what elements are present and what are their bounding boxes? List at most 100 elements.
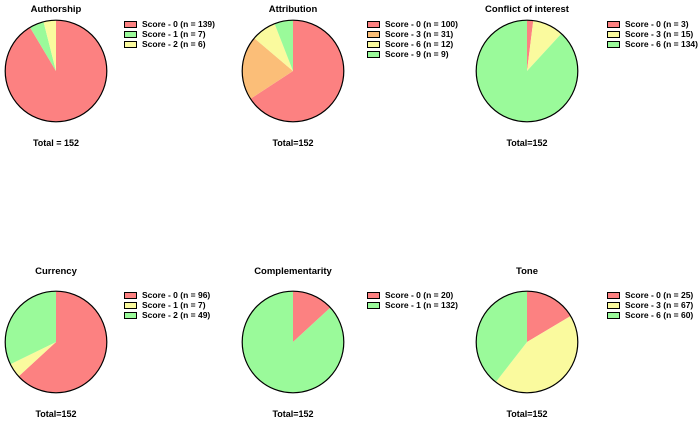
legend-label: Score - 6 (n = 134)	[625, 39, 698, 49]
legend-swatch	[607, 40, 620, 48]
pie-slice	[274, 20, 293, 71]
legend-label: Score - 2 (n = 49)	[142, 310, 211, 320]
legend-label: Score - 3 (n = 15)	[625, 29, 694, 39]
legend-swatch	[367, 20, 380, 28]
pie-chart-panel: Authorship Score - 0 (n = 139) Score - 1 …	[0, 0, 232, 160]
total-label: Total=152	[272, 138, 314, 148]
pie-slice	[18, 291, 107, 393]
chart-legend: Score - 0 (n = 3) Score - 3 (n = 15) Score…	[607, 19, 698, 49]
legend-swatch	[607, 291, 620, 299]
legend-swatch	[367, 50, 380, 58]
pie-slice	[293, 291, 331, 342]
legend-item: Score - 2 (n = 6)	[124, 39, 215, 49]
pie-slice	[29, 21, 56, 72]
chart-title: Conflict of interest	[485, 4, 569, 15]
legend-label: Score - 0 (n = 3)	[625, 19, 689, 29]
legend-item: Score - 0 (n = 96)	[124, 290, 210, 300]
pie-slice	[495, 315, 578, 393]
pie-slice	[5, 291, 56, 365]
legend-item: Score - 3 (n = 31)	[367, 29, 458, 39]
pie-slice	[250, 20, 344, 122]
legend-item: Score - 9 (n = 9)	[367, 49, 458, 59]
legend-label: Score - 1 (n = 7)	[142, 300, 206, 310]
chart-title: Attribution	[268, 4, 318, 15]
pie-chart-panel: Attribution Score - 0 (n = 100) Score - 3…	[237, 0, 469, 160]
chart-title: Complementarity	[254, 266, 332, 277]
chart-title: Authorship	[30, 4, 82, 15]
legend-label: Score - 3 (n = 31)	[385, 29, 454, 39]
legend-item: Score - 0 (n = 139)	[124, 19, 215, 29]
pie-outline	[475, 290, 579, 394]
pie-slice	[254, 23, 293, 71]
total-label: Total=152	[272, 409, 314, 419]
legend-label: Score - 9 (n = 9)	[385, 49, 449, 59]
pie-chart	[475, 19, 579, 123]
legend-label: Score - 6 (n = 60)	[625, 310, 694, 320]
legend-item: Score - 6 (n = 134)	[607, 39, 698, 49]
legend-swatch	[367, 40, 380, 48]
legend-swatch	[607, 30, 620, 38]
pie-chart-panel: Complementarity Score - 0 (n = 20) Score …	[237, 262, 469, 422]
legend-swatch	[367, 30, 380, 38]
legend-swatch	[124, 20, 137, 28]
legend-label: Score - 3 (n = 67)	[625, 300, 694, 310]
pie-chart-panel: Conflict of interest Score - 0 (n = 3) Sc…	[471, 0, 698, 160]
pie-outline	[475, 19, 579, 123]
legend-label: Score - 1 (n = 7)	[142, 29, 206, 39]
legend-swatch	[607, 301, 620, 309]
legend-label: Score - 0 (n = 100)	[385, 19, 458, 29]
pie-chart	[475, 290, 579, 394]
pie-slice	[5, 20, 107, 122]
chart-legend: Score - 0 (n = 139) Score - 1 (n = 7) Scor…	[124, 19, 215, 49]
legend-item: Score - 3 (n = 67)	[607, 300, 693, 310]
total-label: Total=152	[506, 138, 548, 148]
pie-slice	[43, 20, 56, 71]
pie-chart	[241, 290, 345, 394]
legend-item: Score - 0 (n = 20)	[367, 290, 458, 300]
pie-chart	[4, 19, 108, 123]
legend-label: Score - 0 (n = 96)	[142, 290, 211, 300]
legend-swatch	[124, 311, 137, 319]
pie-outline	[241, 290, 345, 394]
chart-title: Tone	[516, 266, 538, 277]
pie-outline	[4, 290, 108, 394]
legend-swatch	[607, 311, 620, 319]
chart-legend: Score - 0 (n = 25) Score - 3 (n = 67) Scor…	[607, 290, 693, 320]
legend-label: Score - 0 (n = 25)	[625, 290, 694, 300]
legend-item: Score - 3 (n = 15)	[607, 29, 698, 39]
chart-legend: Score - 0 (n = 100) Score - 3 (n = 31) Sco…	[367, 19, 458, 59]
legend-item: Score - 0 (n = 25)	[607, 290, 693, 300]
legend-item: Score - 1 (n = 7)	[124, 29, 215, 39]
legend-swatch	[124, 40, 137, 48]
pie-slice	[527, 20, 534, 71]
legend-label: Score - 2 (n = 6)	[142, 39, 206, 49]
pie-chart-panel: Tone Score - 0 (n = 25) Score - 3 (n = 67…	[471, 262, 698, 422]
legend-swatch	[367, 301, 380, 309]
legend-swatch	[607, 20, 620, 28]
legend-label: Score - 0 (n = 139)	[142, 19, 215, 29]
legend-swatch	[124, 291, 137, 299]
total-label: Total=152	[506, 409, 548, 419]
total-label: Total = 152	[32, 138, 80, 148]
legend-label: Score - 0 (n = 20)	[385, 290, 454, 300]
legend-item: Score - 0 (n = 100)	[367, 19, 458, 29]
pie-chart	[4, 290, 108, 394]
pie-slice	[242, 38, 293, 99]
legend-item: Score - 2 (n = 49)	[124, 310, 210, 320]
chart-legend: Score - 0 (n = 96) Score - 1 (n = 7) Score…	[124, 290, 210, 320]
pie-slice	[10, 342, 56, 377]
legend-swatch	[124, 301, 137, 309]
legend-label: Score - 6 (n = 12)	[385, 39, 454, 49]
legend-item: Score - 6 (n = 60)	[607, 310, 693, 320]
legend-item: Score - 1 (n = 7)	[124, 300, 210, 310]
pie-outline	[4, 19, 108, 123]
pie-chart	[241, 19, 345, 123]
pie-slice	[527, 20, 562, 71]
legend-swatch	[124, 30, 137, 38]
pie-chart-panel: Currency Score - 0 (n = 96) Score - 1 (n …	[0, 262, 232, 422]
chart-legend: Score - 0 (n = 20) Score - 1 (n = 132)	[367, 290, 458, 310]
legend-swatch	[367, 291, 380, 299]
chart-title: Currency	[35, 266, 77, 277]
pie-slice	[242, 291, 344, 393]
total-label: Total=152	[35, 409, 77, 419]
